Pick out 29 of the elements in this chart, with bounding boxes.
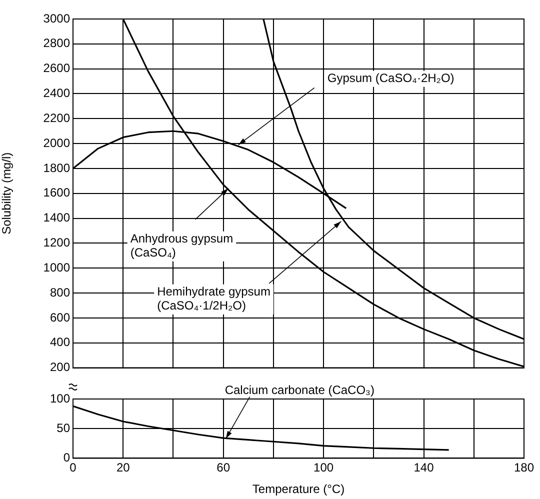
y-tick-label: 200: [50, 360, 70, 374]
y-axis-title: Solubility (mg/l): [0, 152, 14, 234]
y-tick-label: 2600: [43, 61, 70, 76]
annotation: Hemihydrate gypsum (CaSO₄·1/2H₂O): [157, 284, 270, 313]
y-tick-label: 1400: [43, 210, 70, 225]
y-tick-label: 2400: [43, 86, 70, 100]
y-tick-label: 1000: [43, 260, 70, 274]
y-tick-label: 2000: [43, 136, 70, 150]
annotation: Calcium carbonate (CaCO₃): [224, 382, 374, 397]
x-tick-label: 100: [314, 460, 334, 475]
annotation: Anhydrous gypsum (CaSO₄): [130, 232, 234, 260]
y-tick-label: 2800: [43, 36, 70, 50]
annotation: Gypsum (CaSO₄·2H₂O): [327, 71, 454, 86]
y-tick-label: 100: [50, 391, 70, 406]
x-tick-label: 60: [216, 460, 230, 475]
y-tick-label: 400: [50, 335, 70, 350]
y-tick-label: 800: [50, 285, 70, 300]
x-axis-title: Temperature (°C): [252, 482, 345, 496]
y-tick-label: 3000: [43, 11, 70, 26]
x-tick-label: 140: [414, 460, 434, 475]
x-tick-label: 20: [116, 460, 130, 475]
y-tick-label: 2200: [43, 110, 70, 125]
y-tick-label: 600: [50, 310, 70, 324]
y-tick-label: 1800: [43, 160, 70, 175]
y-tick-label: 1200: [43, 236, 70, 250]
y-tick-label: 1600: [43, 186, 70, 200]
y-tick-label: 0: [63, 450, 70, 465]
x-tick-label: 180: [514, 460, 534, 475]
y-tick-label: 50: [56, 420, 70, 435]
